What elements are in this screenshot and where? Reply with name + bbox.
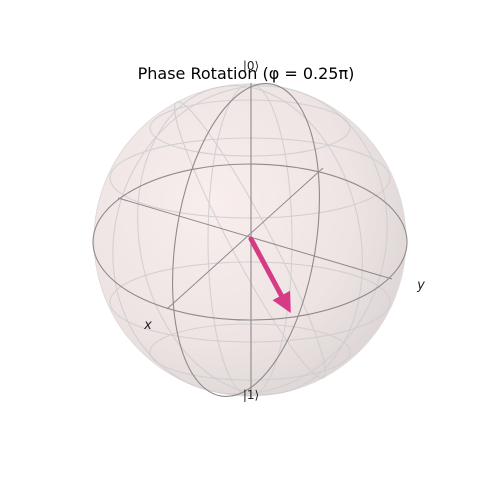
axis-y-label: y [416, 278, 425, 293]
pole-bottom-label: |1⟩ [243, 388, 259, 402]
pole-top-label: |0⟩ [243, 59, 259, 73]
latitude-grid [109, 99, 391, 381]
figure-title: Phase Rotation (φ = 0.25π) [138, 64, 355, 83]
axis-x-label: x [143, 318, 152, 333]
xz-meridian [172, 83, 320, 397]
y-axis-line [117, 197, 393, 280]
x-axis-line [166, 167, 324, 310]
axes [117, 167, 393, 310]
state-vector-arrow [248, 236, 291, 314]
equator-circle [92, 163, 408, 321]
